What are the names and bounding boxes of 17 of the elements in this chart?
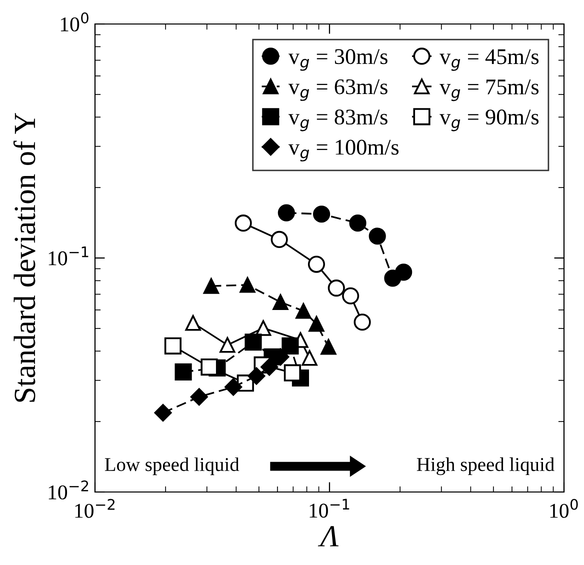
- x-axis-title: Λ: [318, 526, 339, 546]
- legend-label: v$_{g}$ = 100m/s: [288, 140, 399, 162]
- legend-label: v$_{g}$ = 45m/s: [440, 49, 539, 71]
- x-tick-label: 10$^{0}$: [550, 498, 578, 518]
- legend-label: v$_{g}$ = 30m/s: [288, 49, 388, 71]
- y-axis-title: Standard deviation of Y: [13, 112, 36, 402]
- legend-label: v$_{g}$ = 75m/s: [440, 80, 539, 102]
- y-tick-label: 10$^{0}$: [60, 12, 88, 32]
- x-tick-label: 10$^{−2}$: [75, 498, 115, 518]
- annotation: High speed liquid: [416, 457, 554, 476]
- y-tick-label: 10$^{−1}$: [48, 246, 88, 266]
- legend-label: v$_{g}$ = 63m/s: [288, 79, 388, 101]
- x-tick-label: 10$^{−1}$: [310, 498, 350, 518]
- annotation: Low speed liquid: [104, 457, 240, 476]
- legend-label: v$_{g}$ = 90m/s: [440, 110, 539, 132]
- y-tick-label: 10$^{−2}$: [48, 480, 88, 500]
- legend-label: v$_{g}$ = 83m/s: [288, 110, 388, 132]
